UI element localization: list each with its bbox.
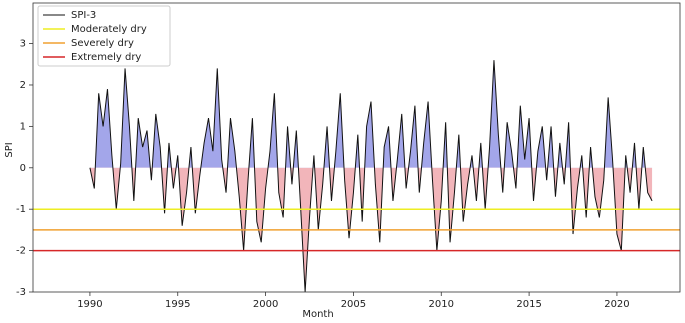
y-tick-label: -2 [16,246,26,257]
x-tick-label: 2015 [516,299,541,310]
legend-label: Severely dry [71,38,134,49]
positive-area [95,60,646,168]
x-tick-label: 1990 [77,299,102,310]
series-line [89,60,653,293]
plot-frame [32,2,681,293]
x-tick-label: 2005 [341,299,366,310]
x-tick-label: 1995 [165,299,190,310]
x-tick-label: 2010 [429,299,454,310]
legend: SPI-3 Moderately dry Severely dry Extremely… [37,5,171,67]
y-tick-label: 1 [20,121,26,132]
y-tick-label: 2 [20,80,26,91]
x-tick-label: 2000 [253,299,278,310]
y-tick-label: 0 [20,163,26,174]
legend-label: Extremely dry [71,52,141,63]
legend-box [37,5,171,67]
y-tick-label: -1 [16,204,26,215]
y-tick-label: 3 [20,39,26,50]
x-tick-label: 2020 [604,299,629,310]
x-axis-label: Month [302,309,333,320]
legend-label: Moderately dry [71,24,147,35]
negative-area [89,167,653,292]
y-axis-label: SPI [4,142,15,157]
legend-label: SPI-3 [71,10,96,21]
y-tick-label: -3 [16,287,26,298]
